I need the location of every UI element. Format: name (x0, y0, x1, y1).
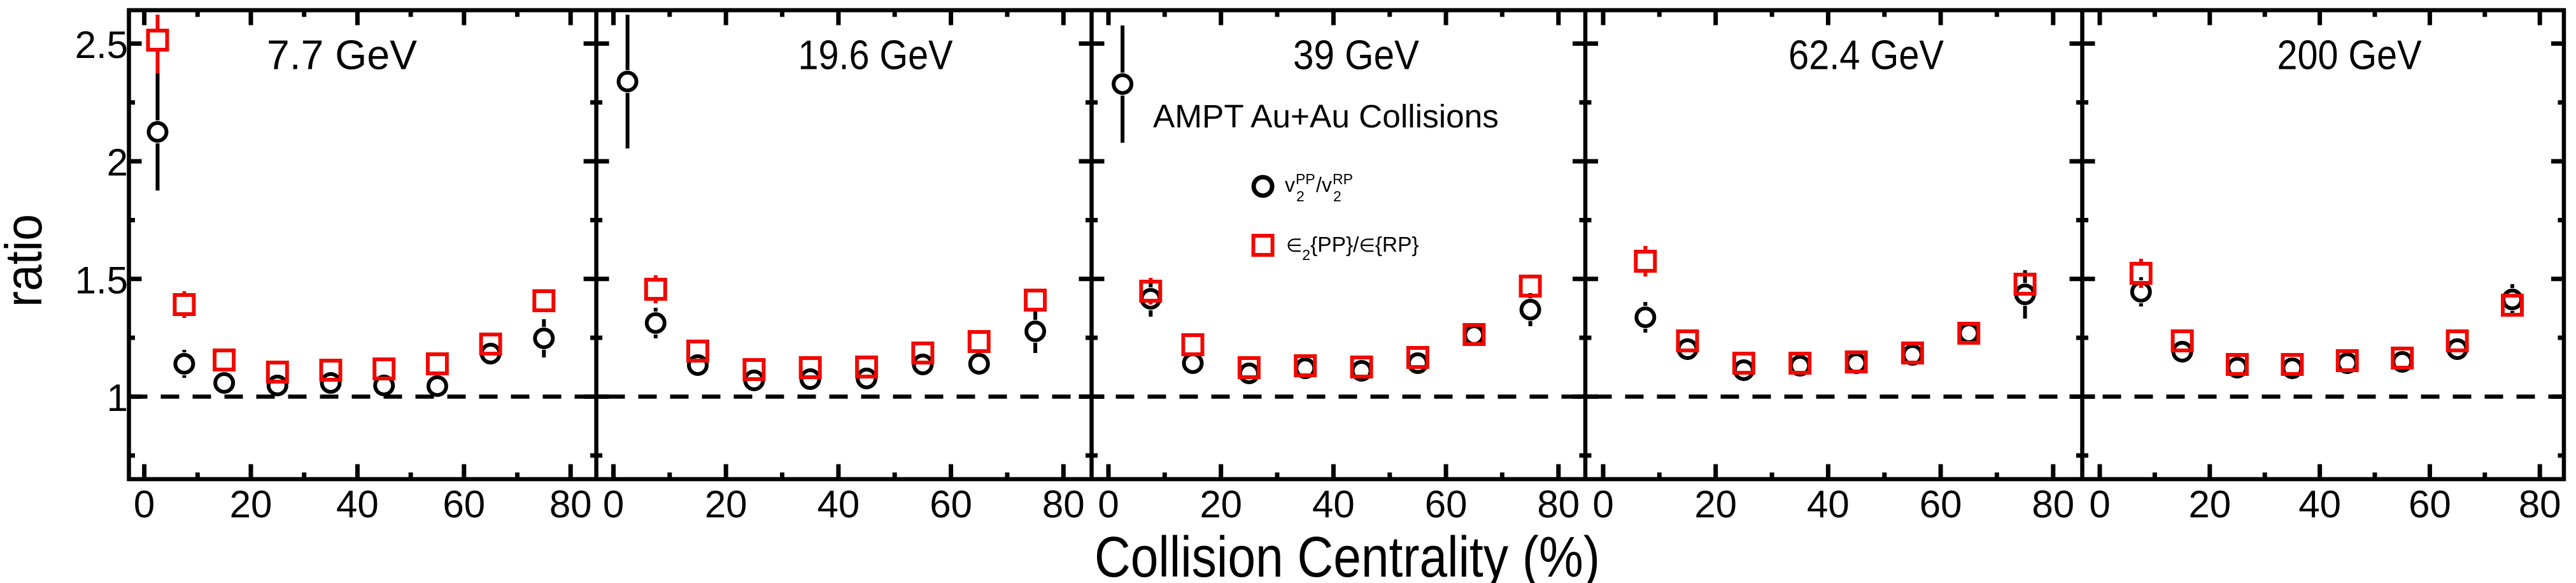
svg-text:20: 20 (2188, 483, 2231, 526)
svg-text:60: 60 (930, 483, 972, 526)
svg-text:60: 60 (442, 483, 485, 526)
svg-text:62.4 GeV: 62.4 GeV (1788, 32, 1944, 78)
svg-text:20: 20 (705, 483, 747, 526)
svg-text:200 GeV: 200 GeV (2277, 32, 2422, 78)
svg-text:80: 80 (1537, 483, 1580, 526)
svg-text:2: 2 (1296, 188, 1305, 205)
svg-text:40: 40 (1312, 483, 1355, 526)
svg-text:0: 0 (1098, 483, 1119, 526)
svg-text:RP: RP (1333, 171, 1353, 187)
svg-text:80: 80 (1042, 483, 1085, 526)
svg-text:40: 40 (817, 483, 860, 526)
svg-text:60: 60 (2409, 483, 2451, 526)
svg-text:80: 80 (549, 483, 592, 526)
svg-text:AMPT Au+Au Collisions: AMPT Au+Au Collisions (1153, 98, 1499, 134)
svg-text:0: 0 (1592, 483, 1613, 526)
svg-text:1: 1 (107, 377, 128, 419)
svg-text:40: 40 (2298, 483, 2341, 526)
svg-text:20: 20 (230, 483, 272, 526)
svg-text:2.5: 2.5 (75, 24, 128, 66)
svg-text:60: 60 (1920, 483, 1962, 526)
svg-text:2: 2 (107, 141, 128, 184)
svg-text:20: 20 (1200, 483, 1242, 526)
svg-text:1.5: 1.5 (75, 259, 128, 301)
svg-text:0: 0 (603, 483, 624, 526)
svg-text:v: v (1322, 173, 1332, 196)
svg-text:39 GeV: 39 GeV (1293, 32, 1419, 78)
svg-text:ratio: ratio (0, 214, 53, 307)
svg-text:40: 40 (336, 483, 379, 526)
svg-text:19.6 GeV: 19.6 GeV (798, 32, 953, 78)
svg-text:40: 40 (1807, 483, 1850, 526)
svg-text:80: 80 (2032, 483, 2074, 526)
svg-text:∈2{PP}/∈{RP}: ∈2{PP}/∈{RP} (1286, 233, 1419, 263)
svg-text:PP: PP (1296, 171, 1315, 187)
svg-text:60: 60 (1425, 483, 1468, 526)
svg-text:2: 2 (1333, 188, 1341, 205)
svg-text:/: / (1316, 173, 1322, 196)
svg-text:0: 0 (2089, 483, 2110, 526)
svg-text:7.7 GeV: 7.7 GeV (267, 32, 417, 78)
svg-text:Collision Centrality (%): Collision Centrality (%) (1094, 526, 1600, 583)
svg-text:0: 0 (134, 483, 155, 526)
svg-text:v: v (1285, 173, 1295, 196)
svg-text:20: 20 (1694, 483, 1737, 526)
svg-text:80: 80 (2519, 483, 2561, 526)
